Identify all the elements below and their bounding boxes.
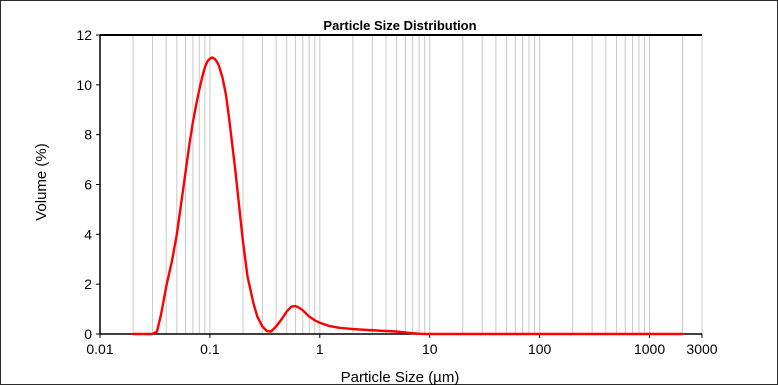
y-tick-label: 6 [84, 177, 92, 193]
x-tick-label: 10 [422, 341, 438, 357]
x-axis-label: Particle Size (µm) [341, 369, 460, 385]
y-tick-label: 4 [84, 226, 92, 242]
x-tick-label: 0.01 [86, 341, 113, 357]
y-tick-label: 12 [76, 27, 92, 43]
grid-layer [99, 35, 703, 334]
y-tick-label: 8 [84, 127, 92, 143]
x-tick-label: 1 [316, 341, 324, 357]
y-axis-label: Volume (%) [33, 143, 50, 221]
series-layer [131, 56, 684, 336]
y-tick-label: 10 [76, 77, 92, 93]
label-layer: Particle Size Distribution Volume (%) Pa… [33, 18, 718, 385]
chart-title: Particle Size Distribution [323, 18, 476, 33]
x-tick-label: 0.1 [200, 341, 220, 357]
x-tick-label: 3000 [686, 341, 717, 357]
axis-layer [96, 34, 703, 338]
distribution-series-line [131, 56, 684, 336]
x-tick-label: 100 [528, 341, 552, 357]
y-tick-label: 0 [84, 326, 92, 342]
x-tick-label: 1000 [634, 341, 665, 357]
y-tick-label: 2 [84, 276, 92, 292]
